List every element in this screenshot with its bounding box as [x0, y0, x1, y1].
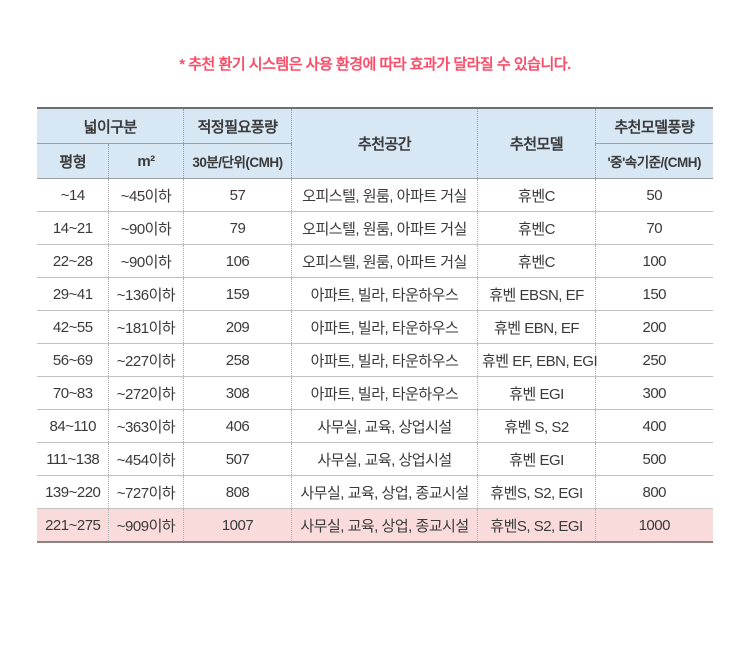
table-row: 14~21 ~90이하 79 오피스텔, 원룸, 아파트 거실 휴벤C 70 — [37, 211, 713, 245]
table-row: 42~55 ~181이하 209 아파트, 빌라, 타운하우스 휴벤 EBN, … — [37, 310, 713, 344]
cell-pyeong: 42~55 — [37, 310, 109, 344]
table-row: 70~83 ~272이하 308 아파트, 빌라, 타운하우스 휴벤 EGI 3… — [37, 376, 713, 410]
cell-pyeong: 70~83 — [37, 376, 109, 410]
cell-pyeong: 22~28 — [37, 244, 109, 278]
cell-space: 사무실, 교육, 상업시설 — [291, 409, 478, 443]
cell-model-cmh: 1000 — [595, 508, 713, 542]
table-row: 22~28 ~90이하 106 오피스텔, 원룸, 아파트 거실 휴벤C 100 — [37, 244, 713, 278]
cell-pyeong: 221~275 — [37, 508, 109, 542]
cell-cmh: 57 — [183, 178, 292, 212]
cell-cmh: 209 — [183, 310, 292, 344]
cell-sqm: ~727이하 — [107, 475, 184, 509]
cell-cmh: 1007 — [183, 508, 292, 542]
cell-pyeong: 56~69 — [37, 343, 109, 377]
cell-pyeong: 139~220 — [37, 475, 109, 509]
table-row-highlighted: 221~275 ~909이하 1007 사무실, 교육, 상업, 종교시설 휴벤… — [37, 508, 713, 542]
header-model: 추천모델 — [477, 108, 596, 179]
cell-sqm: ~136이하 — [107, 277, 184, 311]
cell-pyeong: 84~110 — [37, 409, 109, 443]
cell-model: 휴벤 S, S2 — [477, 409, 596, 443]
cell-sqm: ~181이하 — [107, 310, 184, 344]
cell-cmh: 406 — [183, 409, 292, 443]
cell-space: 아파트, 빌라, 타운하우스 — [291, 277, 478, 311]
disclaimer-note: * 추천 환기 시스템은 사용 환경에 따라 효과가 달라질 수 있습니다. — [179, 56, 571, 73]
header-space: 추천공간 — [291, 108, 478, 179]
header-required-airflow-unit: 30분/단위(CMH) — [183, 143, 292, 179]
cell-model-cmh: 800 — [595, 475, 713, 509]
cell-cmh: 79 — [183, 211, 292, 245]
cell-cmh: 507 — [183, 442, 292, 476]
cell-sqm: ~45이하 — [107, 178, 184, 212]
table-row: 139~220 ~727이하 808 사무실, 교육, 상업, 종교시설 휴벤S… — [37, 475, 713, 509]
cell-model: 휴벤C — [477, 211, 596, 245]
cell-space: 오피스텔, 원룸, 아파트 거실 — [291, 178, 478, 212]
header-sqm: m² — [107, 143, 184, 179]
cell-space: 아파트, 빌라, 타운하우스 — [291, 376, 478, 410]
cell-space: 사무실, 교육, 상업, 종교시설 — [291, 475, 478, 509]
cell-sqm: ~272이하 — [107, 376, 184, 410]
cell-model: 휴벤 EF, EBN, EGI — [477, 343, 598, 377]
cell-sqm: ~454이하 — [107, 442, 184, 476]
cell-sqm: ~363이하 — [107, 409, 184, 443]
cell-model-cmh: 100 — [595, 244, 713, 278]
header-row-main: 넓이구분 적정필요풍량 추천공간 추천모델 추천모델풍량 — [37, 108, 713, 179]
cell-model: 휴벤C — [477, 244, 596, 278]
cell-sqm: ~90이하 — [107, 211, 184, 245]
cell-space: 오피스텔, 원룸, 아파트 거실 — [291, 244, 478, 278]
cell-sqm: ~909이하 — [107, 508, 184, 542]
cell-model: 휴벤S, S2, EGI — [477, 508, 596, 542]
cell-space: 사무실, 교육, 상업시설 — [291, 442, 478, 476]
table-row: ~14 ~45이하 57 오피스텔, 원룸, 아파트 거실 휴벤C 50 — [37, 178, 713, 212]
cell-model: 휴벤 EBN, EF — [477, 310, 596, 344]
cell-space: 오피스텔, 원룸, 아파트 거실 — [291, 211, 478, 245]
cell-space: 사무실, 교육, 상업, 종교시설 — [291, 508, 478, 542]
cell-model: 휴벤 EBSN, EF — [477, 277, 596, 311]
table-row: 111~138 ~454이하 507 사무실, 교육, 상업시설 휴벤 EGI … — [37, 442, 713, 476]
table-row: 56~69 ~227이하 258 아파트, 빌라, 타운하우스 휴벤 EF, E… — [37, 343, 713, 377]
cell-model: 휴벤C — [477, 178, 596, 212]
cell-model-cmh: 400 — [595, 409, 713, 443]
cell-model: 휴벤 EGI — [477, 442, 596, 476]
cell-model-cmh: 50 — [595, 178, 713, 212]
cell-sqm: ~90이하 — [107, 244, 184, 278]
cell-model-cmh: 300 — [595, 376, 713, 410]
header-pyeong: 평형 — [37, 143, 109, 179]
cell-model-cmh: 150 — [595, 277, 713, 311]
cell-pyeong: ~14 — [37, 178, 109, 212]
header-model-airflow: 추천모델풍량 — [595, 108, 713, 144]
header-area-group: 넓이구분 — [37, 108, 184, 144]
table-header: 넓이구분 적정필요풍량 추천공간 추천모델 추천모델풍량 평형 m² 30분/단… — [37, 108, 713, 179]
table-row: 29~41 ~136이하 159 아파트, 빌라, 타운하우스 휴벤 EBSN,… — [37, 277, 713, 311]
cell-cmh: 308 — [183, 376, 292, 410]
header-row-sub: 평형 m² 30분/단위(CMH) '중'속기준/(CMH) — [37, 143, 713, 179]
cell-space: 아파트, 빌라, 타운하우스 — [291, 343, 478, 377]
cell-model-cmh: 500 — [595, 442, 713, 476]
table-body: ~14 ~45이하 57 오피스텔, 원룸, 아파트 거실 휴벤C 50 14~… — [37, 178, 713, 542]
cell-pyeong: 29~41 — [37, 277, 109, 311]
cell-model: 휴벤 EGI — [477, 376, 596, 410]
cell-cmh: 258 — [183, 343, 292, 377]
ventilation-spec-table: 넓이구분 적정필요풍량 추천공간 추천모델 추천모델풍량 평형 m² 30분/단… — [37, 107, 713, 543]
cell-cmh: 808 — [183, 475, 292, 509]
cell-pyeong: 111~138 — [37, 442, 109, 476]
cell-model-cmh: 250 — [595, 343, 713, 377]
cell-cmh: 106 — [183, 244, 292, 278]
header-required-airflow: 적정필요풍량 — [183, 108, 292, 144]
cell-model: 휴벤S, S2, EGI — [477, 475, 596, 509]
cell-cmh: 159 — [183, 277, 292, 311]
cell-pyeong: 14~21 — [37, 211, 109, 245]
cell-sqm: ~227이하 — [107, 343, 184, 377]
cell-model-cmh: 200 — [595, 310, 713, 344]
cell-model-cmh: 70 — [595, 211, 713, 245]
cell-space: 아파트, 빌라, 타운하우스 — [291, 310, 478, 344]
header-model-airflow-unit: '중'속기준/(CMH) — [595, 143, 713, 179]
table-row: 84~110 ~363이하 406 사무실, 교육, 상업시설 휴벤 S, S2… — [37, 409, 713, 443]
